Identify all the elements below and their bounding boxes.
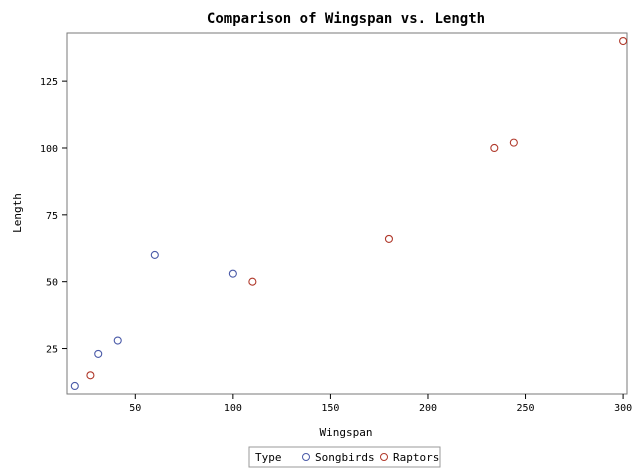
y-tick-label: 50: [46, 278, 58, 289]
x-tick-label: 150: [321, 403, 339, 414]
data-point-raptors: [248, 277, 257, 286]
data-point-songbirds: [228, 269, 237, 278]
x-tick-label: 300: [614, 403, 632, 414]
legend-marker-songbirds: [302, 453, 310, 461]
x-tick-label: 250: [517, 403, 535, 414]
legend-title: Type: [255, 451, 282, 464]
data-points: [70, 36, 628, 391]
y-tick-label: 25: [46, 345, 58, 356]
data-point-raptors: [509, 138, 518, 147]
legend-marker-raptors: [380, 453, 388, 461]
y-tick-label: 75: [46, 211, 58, 222]
legend-label-songbirds: Songbirds: [315, 451, 375, 464]
data-point-songbirds: [70, 381, 79, 391]
data-point-songbirds: [94, 349, 103, 358]
data-point-songbirds: [113, 336, 122, 345]
x-axis-label: Wingspan: [320, 426, 373, 439]
x-axis: 50 100 150 200 250 300: [129, 394, 632, 414]
data-point-raptors: [490, 143, 499, 153]
y-axis-label: Length: [11, 193, 24, 233]
data-point-raptors: [619, 36, 628, 46]
x-tick-label: 100: [224, 403, 242, 414]
data-point-raptors: [384, 234, 394, 243]
data-point-songbirds: [150, 250, 159, 259]
x-tick-label: 200: [419, 403, 437, 414]
x-tick-label: 50: [129, 403, 141, 414]
y-tick-label: 125: [40, 77, 58, 88]
legend: Type Songbirds Raptors: [248, 446, 441, 468]
y-tick-label: 100: [40, 144, 58, 155]
y-axis: 25 50 75 100 125: [40, 77, 67, 356]
chart-title: Comparison of Wingspan vs. Length: [207, 11, 485, 27]
plot-area-frame: [66, 32, 628, 395]
legend-label-raptors: Raptors: [393, 451, 439, 464]
legend-box: [248, 446, 441, 468]
data-point-raptors: [86, 371, 95, 380]
